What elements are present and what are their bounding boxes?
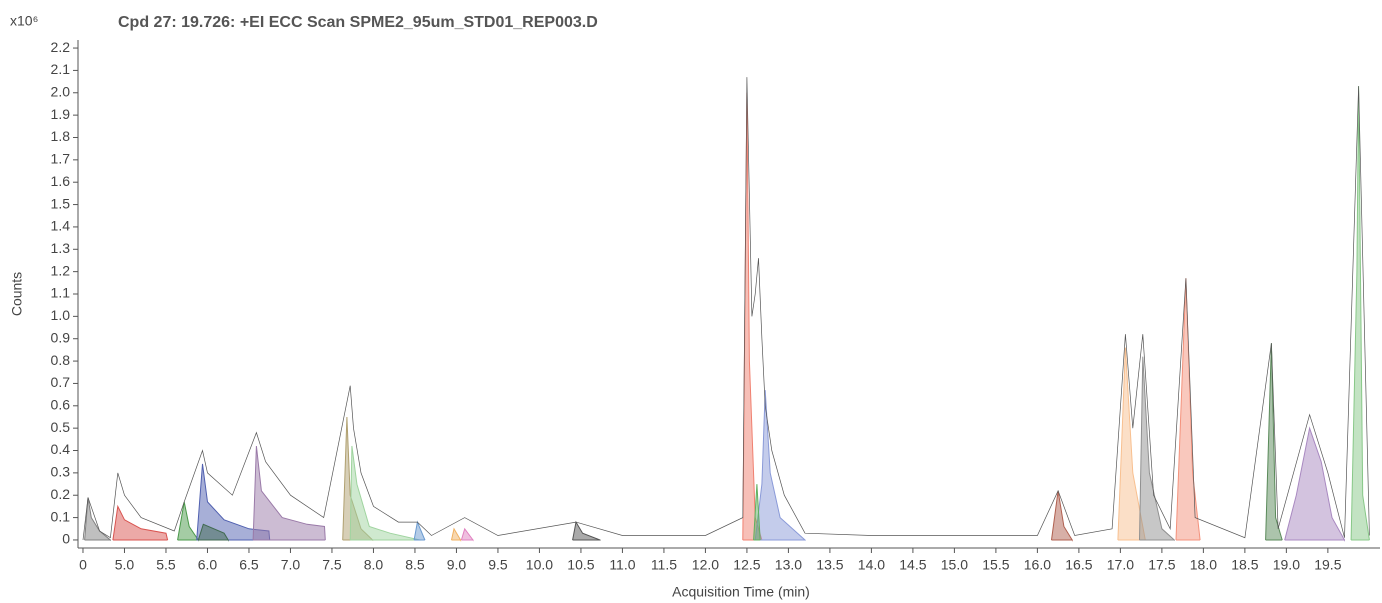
peak-area [197,523,229,542]
y-tick-label: 1.3 [51,240,71,256]
y-tick-label: 0.9 [51,329,71,345]
x-tick-label: 11.5 [651,557,677,573]
x-tick-label: 17.5 [1148,557,1175,573]
y-tick-label: 0.4 [51,441,71,457]
x-tick-label: 10.0 [526,557,553,573]
x-tick-label: 9.5 [488,557,508,573]
x-tick-label: 6.5 [239,557,259,573]
peak-area [1265,343,1283,541]
x-tick-label: 7.0 [281,557,301,573]
x-tick-label: 5.5 [156,557,176,573]
y-tick-label: 1.6 [51,173,71,189]
y-tick-label: 0.1 [51,508,71,524]
peak-area [1284,426,1345,542]
y-tick-label: 2.2 [51,39,71,55]
peak-area [460,527,474,542]
x-tick-label: 18.5 [1231,557,1258,573]
x-tick-label: 5.0 [115,557,135,573]
chart-title: Cpd 27: 19.726: +EI ECC Scan SPME2_95um_… [118,14,598,31]
x-tick-label: 18.0 [1190,557,1217,573]
x-tick-label: 7.5 [322,557,342,573]
y-tick-label: 1.0 [51,307,71,323]
x-tick-label: 12.5 [733,557,760,573]
y-tick-label: 1.1 [51,285,71,301]
x-tick-label: 19.0 [1273,557,1300,573]
x-tick-label: 19.5 [1314,557,1341,573]
peak-area [177,501,199,542]
x-tick-label: 13.5 [816,557,843,573]
y-tick-label: 0.3 [51,464,71,480]
y-axis-label: Counts [9,272,25,316]
peak-area [112,504,169,541]
y-tick-label: 0.2 [51,486,71,502]
peak-area [349,445,421,541]
y-tick-label: 1.2 [51,262,71,278]
y-tick-label: 0 [62,531,70,547]
x-tick-label: 11.0 [609,557,635,573]
y-tick-label: 0.5 [51,419,71,435]
peak-area [1175,278,1201,541]
y-tick-label: 1.4 [51,218,71,234]
peak-area [1139,356,1175,542]
x-tick-label: 14.5 [899,557,926,573]
y-tick-label: 0.7 [51,374,71,390]
x-tick-label: 13.0 [775,557,802,573]
x-axis-label: Acquisition Time (min) [672,584,810,600]
peak-area [754,390,806,542]
x-tick-label: 16.0 [1024,557,1051,573]
y-tick-label: 1.7 [51,151,71,167]
y-tick-label: 0.6 [51,396,71,412]
x-tick-label: 15.0 [941,557,968,573]
x-tick-label: 12.0 [692,557,719,573]
x-tick-label: 10.5 [567,557,594,573]
peak-area [413,520,426,541]
x-tick-label: 16.5 [1065,557,1092,573]
x-tick-label: 9.0 [447,557,467,573]
y-tick-label: 1.5 [51,195,71,211]
x-tick-label: 0 [79,557,87,573]
y-tick-label: 0.8 [51,352,71,368]
y-multiplier: x10⁶ [10,13,38,29]
x-tick-label: 8.5 [405,557,425,573]
y-tick-label: 1.9 [51,106,71,122]
peak-area [451,527,462,542]
peak-area [84,497,111,542]
x-tick-label: 8.0 [364,557,384,573]
peak-area [252,445,326,541]
peak-area [753,484,761,541]
x-tick-label: 15.5 [982,557,1009,573]
tic-line [82,77,1370,541]
x-tick-label: 6.0 [198,557,218,573]
x-tick-label: 14.0 [858,557,885,573]
peak-area [1350,86,1370,541]
y-tick-label: 1.8 [51,128,71,144]
x-tick-label: 17.0 [1107,557,1134,573]
peak-area [742,92,763,541]
y-tick-label: 2.0 [51,83,71,99]
y-tick-label: 2.1 [51,61,71,77]
